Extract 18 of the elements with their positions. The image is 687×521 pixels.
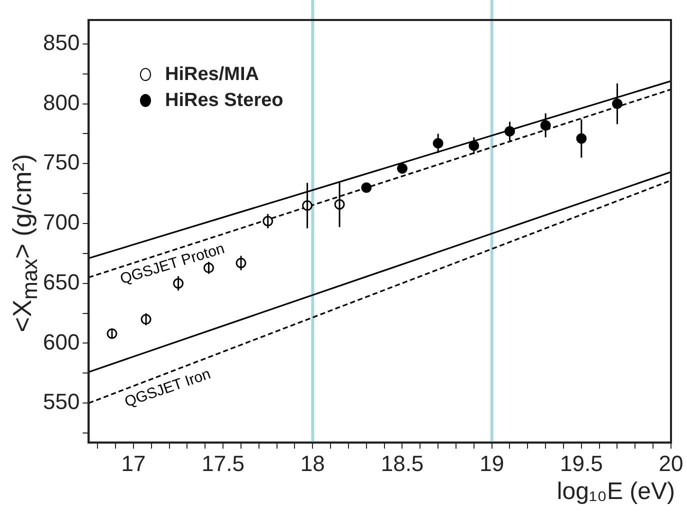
y-tick-label: 650 xyxy=(42,269,80,294)
x-tick-label: 17.5 xyxy=(202,450,244,476)
x-tick-label: 20 xyxy=(658,450,684,476)
x-tick-label: 17 xyxy=(121,450,146,476)
y-tick-label: 600 xyxy=(42,329,80,354)
x-tick-label: 19 xyxy=(480,450,504,476)
legend-label: HiRes Stereo xyxy=(165,90,284,111)
y-tick-label: 800 xyxy=(42,90,80,115)
x-tick-label: 19.5 xyxy=(560,450,603,476)
x-axis-title: log₁₀E (eV) xyxy=(556,478,675,506)
y-tick-label: 700 xyxy=(42,210,80,235)
point xyxy=(361,182,372,193)
legend-label: HiRes/MIA xyxy=(165,64,259,85)
y-tick-label: 750 xyxy=(42,150,80,175)
y-tick-label: 550 xyxy=(42,389,80,414)
x-tick-label: 18.5 xyxy=(380,450,424,476)
y-tick-label: 850 xyxy=(42,30,80,56)
x-tick-label: 18 xyxy=(300,450,325,476)
